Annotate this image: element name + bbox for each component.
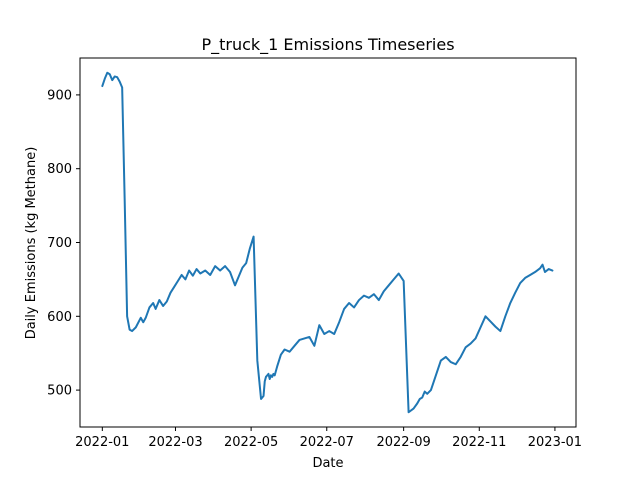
x-axis-label: Date — [312, 456, 343, 471]
plot-area-frame — [79, 57, 577, 428]
x-tick-label: 2022-03 — [148, 435, 202, 450]
x-tick-label: 2022-11 — [452, 435, 506, 450]
y-tick-label: 600 — [47, 310, 72, 325]
y-tick-label: 700 — [47, 236, 72, 251]
y-tick-label: 500 — [47, 384, 72, 399]
x-tick-label: 2022-05 — [224, 435, 278, 450]
y-tick-label: 900 — [47, 88, 72, 103]
x-axis-ticks: 2022-01 2022-03 2022-05 2022-07 2022-09 2022-… — [75, 427, 582, 450]
x-tick-label: 2022-01 — [75, 435, 129, 450]
y-axis-label: Daily Emissions (kg Methane) — [24, 147, 39, 340]
x-tick-label: 2023-01 — [528, 435, 582, 450]
x-tick-label: 2022-07 — [300, 435, 354, 450]
y-axis-ticks: 500 600 700 800 900 — [47, 88, 80, 399]
chart-title: P_truck_1 Emissions Timeseries — [201, 35, 454, 55]
x-tick-label: 2022-09 — [376, 435, 430, 450]
emissions-series-line — [101, 71, 554, 414]
y-tick-label: 800 — [47, 162, 72, 177]
